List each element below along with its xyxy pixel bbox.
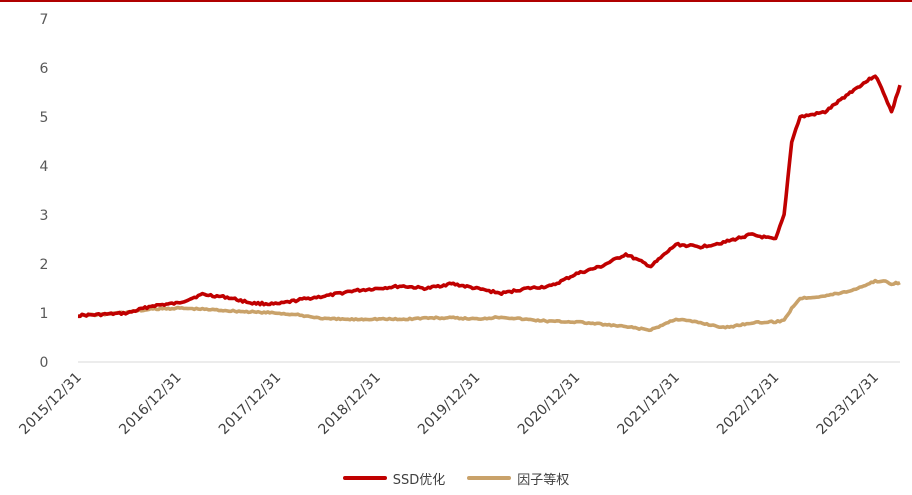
y-tick-label: 6 [40,61,49,77]
y-tick-label: 7 [40,12,49,28]
x-tick-label: 2018/12/31 [315,370,383,438]
x-tick-label: 2019/12/31 [415,370,483,438]
x-tick-label: 2017/12/31 [216,370,284,438]
y-tick-label: 5 [40,110,49,126]
series-layer [77,74,902,333]
legend-label-equal-weight: 因子等权 [517,472,570,488]
x-tick-label: 2020/12/31 [515,370,583,438]
x-tick-label: 2015/12/31 [16,370,84,438]
legend-item-equal-weight: 因子等权 [467,469,569,488]
y-tick-label: 1 [40,306,49,322]
x-tick-label: 2022/12/31 [714,370,782,438]
legend-swatch-equal-weight [467,476,512,480]
legend: SSD优化 因子等权 [0,466,912,490]
x-tick-label: 2023/12/31 [814,370,882,438]
y-tick-label: 4 [40,159,49,175]
top-border-line [0,0,912,2]
y-axis-ticks: 0 1 2 3 4 5 6 7 [40,12,49,371]
y-tick-label: 0 [40,355,49,371]
legend-label-ssd: SSD优化 [392,472,446,488]
series-line-equal-weight [77,278,901,333]
y-tick-label: 2 [40,257,49,273]
x-axis-ticks: 2015/12/31 2016/12/31 2017/12/31 2018/12/31… [16,370,882,438]
x-tick-label: 2016/12/31 [116,370,184,438]
series-line-ssd [78,74,902,319]
legend-item-ssd: SSD优化 [342,469,446,488]
legend-swatch-ssd [342,476,387,480]
y-tick-label: 3 [40,208,49,224]
x-tick-label: 2021/12/31 [614,370,682,438]
